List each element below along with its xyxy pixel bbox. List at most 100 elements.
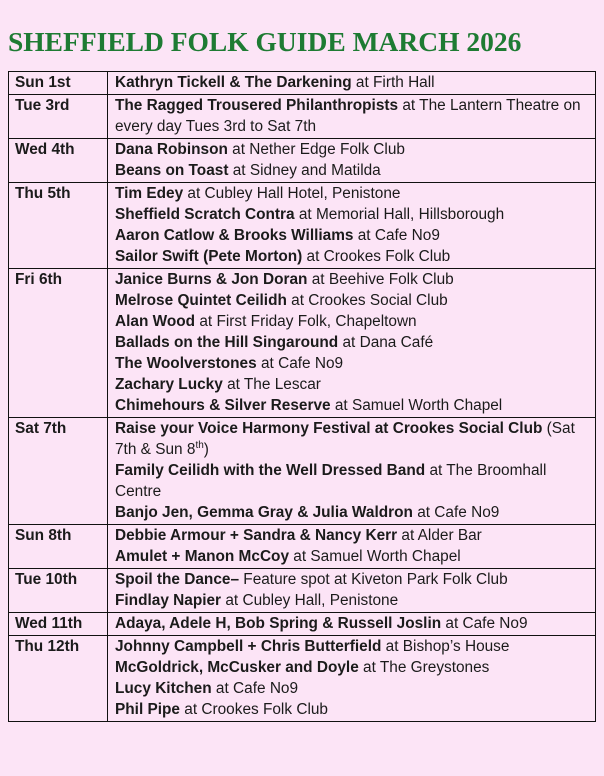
date-cell: Sat 7th xyxy=(8,417,108,525)
event-detail: at Cubley Hall Hotel, Penistone xyxy=(183,185,401,202)
date-cell: Wed 4th xyxy=(8,138,108,183)
events-table-body: Sun 1st Kathryn Tickell & The Darkening a… xyxy=(8,71,596,722)
date-cell: Sun 1st xyxy=(8,71,108,95)
table-row: Thu 12th Johnny Campbell + Chris Butterfi… xyxy=(8,635,596,722)
event-artist: Sheffield Scratch Contra xyxy=(115,206,295,223)
event-line: Spoil the Dance– Feature spot at Kiveton… xyxy=(115,569,585,590)
date-cell: Tue 3rd xyxy=(8,94,108,139)
date-cell: Fri 6th xyxy=(8,268,108,418)
event-detail: at Cafe No9 xyxy=(441,615,528,632)
event-detail: at Bishop’s House xyxy=(381,638,510,655)
event-artist: Ballads on the Hill Singaround xyxy=(115,334,339,351)
event-artist: Dana Robinson xyxy=(115,141,228,158)
event-artist: Janice Burns & Jon Doran xyxy=(115,271,308,288)
event-artist: Johnny Campbell + Chris Butterfield xyxy=(115,638,382,655)
event-line: Amulet + Manon McCoy at Samuel Worth Cha… xyxy=(115,546,585,567)
events-table: Sun 1st Kathryn Tickell & The Darkening a… xyxy=(8,71,596,722)
table-row: Sun 1st Kathryn Tickell & The Darkening a… xyxy=(8,71,596,95)
event-line: Chimehours & Silver Reserve at Samuel Wo… xyxy=(115,395,585,416)
event-artist: Phil Pipe xyxy=(115,701,180,718)
event-line: Zachary Lucky at The Lescar xyxy=(115,374,585,395)
event-line: Debbie Armour + Sandra & Nancy Kerr at A… xyxy=(115,525,585,546)
event-line: Sheffield Scratch Contra at Memorial Hal… xyxy=(115,204,585,225)
events-cell: Tim Edey at Cubley Hall Hotel, Penistone… xyxy=(107,182,596,269)
table-row: Thu 5th Tim Edey at Cubley Hall Hotel, Pe… xyxy=(8,182,596,269)
table-row: Sun 8th Debbie Armour + Sandra & Nancy Ke… xyxy=(8,524,596,569)
event-line: Banjo Jen, Gemma Gray & Julia Waldron at… xyxy=(115,502,585,523)
event-line: Adaya, Adele H, Bob Spring & Russell Jos… xyxy=(115,613,585,634)
event-detail: at Beehive Folk Club xyxy=(307,271,454,288)
events-cell: Raise your Voice Harmony Festival at Cro… xyxy=(107,417,596,525)
event-line: Beans on Toast at Sidney and Matilda xyxy=(115,160,585,181)
events-cell: Adaya, Adele H, Bob Spring & Russell Jos… xyxy=(107,612,596,636)
event-line: Alan Wood at First Friday Folk, Chapelto… xyxy=(115,311,585,332)
event-line: Aaron Catlow & Brooks Williams at Cafe N… xyxy=(115,225,585,246)
event-line: Melrose Quintet Ceilidh at Crookes Socia… xyxy=(115,290,585,311)
event-artist: Family Ceilidh with the Well Dressed Ban… xyxy=(115,462,426,479)
event-artist: Amulet + Manon McCoy xyxy=(115,548,290,565)
event-line: The Woolverstones at Cafe No9 xyxy=(115,353,585,374)
event-detail: at Firth Hall xyxy=(351,74,435,91)
event-line: McGoldrick, McCusker and Doyle at The Gr… xyxy=(115,657,585,678)
event-artist: Melrose Quintet Ceilidh xyxy=(115,292,287,309)
date-cell: Thu 12th xyxy=(8,635,108,722)
event-detail: at First Friday Folk, Chapeltown xyxy=(195,313,417,330)
event-line: Sailor Swift (Pete Morton) at Crookes Fo… xyxy=(115,246,585,267)
event-detail: at Cafe No9 xyxy=(353,227,440,244)
event-artist: The Woolverstones xyxy=(115,355,257,372)
event-artist: The Ragged Trousered Philanthropists xyxy=(115,97,399,114)
event-artist: Raise your Voice Harmony Festival at Cro… xyxy=(115,420,543,437)
event-artist: Tim Edey xyxy=(115,185,184,202)
event-line: Janice Burns & Jon Doran at Beehive Folk… xyxy=(115,269,585,290)
event-detail: at The Greystones xyxy=(358,659,490,676)
event-line: Family Ceilidh with the Well Dressed Ban… xyxy=(115,460,585,502)
event-detail: at Crookes Folk Club xyxy=(180,701,328,718)
event-artist: Banjo Jen, Gemma Gray & Julia Waldron xyxy=(115,504,413,521)
event-artist: Findlay Napier xyxy=(115,592,222,609)
event-detail: at Cafe No9 xyxy=(256,355,344,372)
event-line: Raise your Voice Harmony Festival at Cro… xyxy=(115,418,585,460)
event-line: Phil Pipe at Crookes Folk Club xyxy=(115,699,585,720)
event-line: Findlay Napier at Cubley Hall, Penistone xyxy=(115,590,585,611)
event-detail: ) xyxy=(203,441,209,458)
event-detail: Feature spot at Kiveton Park Folk Club xyxy=(239,571,508,588)
event-artist: Lucy Kitchen xyxy=(115,680,212,697)
date-cell: Tue 10th xyxy=(8,568,108,613)
events-cell: Debbie Armour + Sandra & Nancy Kerr at A… xyxy=(107,524,596,569)
event-line: Johnny Campbell + Chris Butterfield at B… xyxy=(115,636,585,657)
date-cell: Wed 11th xyxy=(8,612,108,636)
table-row: Tue 3rd The Ragged Trousered Philanthropi… xyxy=(8,94,596,139)
event-line: Dana Robinson at Nether Edge Folk Club xyxy=(115,139,585,160)
event-artist: Zachary Lucky xyxy=(115,376,223,393)
event-line: The Ragged Trousered Philanthropists at … xyxy=(115,95,585,137)
event-detail: at Samuel Worth Chapel xyxy=(289,548,461,565)
table-row: Sat 7th Raise your Voice Harmony Festival… xyxy=(8,417,596,525)
event-artist: Beans on Toast xyxy=(115,162,229,179)
event-artist: Debbie Armour + Sandra & Nancy Kerr xyxy=(115,527,398,544)
event-detail: at Crookes Social Club xyxy=(286,292,448,309)
events-cell: Dana Robinson at Nether Edge Folk Club Be… xyxy=(107,138,596,183)
event-detail: at The Lescar xyxy=(222,376,321,393)
event-detail: at Cubley Hall, Penistone xyxy=(221,592,399,609)
events-cell: Spoil the Dance– Feature spot at Kiveton… xyxy=(107,568,596,613)
event-detail: at Crookes Folk Club xyxy=(302,248,451,265)
event-artist: Sailor Swift (Pete Morton) xyxy=(115,248,303,265)
event-detail: at Alder Bar xyxy=(397,527,482,544)
event-line: Ballads on the Hill Singaround at Dana C… xyxy=(115,332,585,353)
event-artist: Spoil the Dance– xyxy=(115,571,240,588)
event-line: Tim Edey at Cubley Hall Hotel, Penistone xyxy=(115,183,585,204)
events-cell: Kathryn Tickell & The Darkening at Firth… xyxy=(107,71,596,95)
event-detail: at The Lantern Theatre on every day Tues… xyxy=(115,97,581,135)
event-line: Lucy Kitchen at Cafe No9 xyxy=(115,678,585,699)
event-detail: at Cafe No9 xyxy=(211,680,299,697)
event-detail: (Sat 7th & Sun 8 xyxy=(115,420,575,458)
event-artist: Alan Wood xyxy=(115,313,196,330)
table-row: Tue 10th Spoil the Dance– Feature spot at… xyxy=(8,568,596,613)
date-cell: Thu 5th xyxy=(8,182,108,269)
table-row: Wed 4th Dana Robinson at Nether Edge Folk… xyxy=(8,138,596,183)
events-cell: Johnny Campbell + Chris Butterfield at B… xyxy=(107,635,596,722)
table-row: Fri 6th Janice Burns & Jon Doran at Beehi… xyxy=(8,268,596,418)
event-detail: th xyxy=(195,439,204,451)
event-detail: at Sidney and Matilda xyxy=(228,162,381,179)
event-detail: at Dana Café xyxy=(338,334,434,351)
